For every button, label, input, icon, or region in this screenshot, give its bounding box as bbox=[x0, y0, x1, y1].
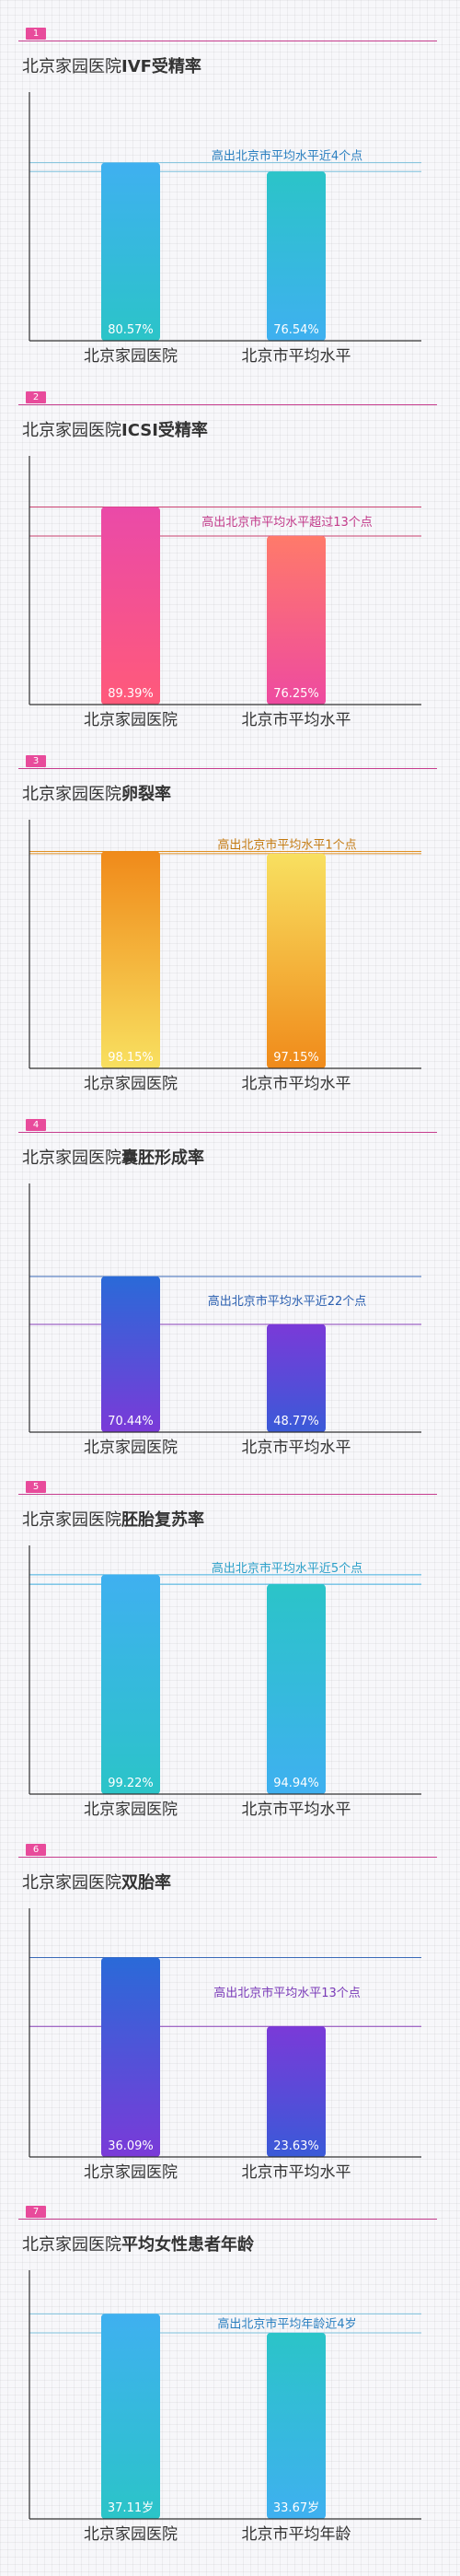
chart-title: 北京家园医院胚胎复苏率 bbox=[22, 1507, 204, 1531]
bar-2 bbox=[267, 2026, 326, 2157]
bar-value-label: 33.67岁 bbox=[273, 2501, 319, 2515]
section-number-badge: 2 bbox=[26, 391, 46, 403]
chart-title-metric: IVF受精率 bbox=[121, 57, 201, 76]
section-number-badge: 4 bbox=[26, 1119, 46, 1131]
bar-value-label: 37.11岁 bbox=[108, 2501, 154, 2515]
category-label: 北京市平均水平 bbox=[242, 347, 351, 366]
difference-annotation: 高出北京市平均水平超过13个点 bbox=[201, 515, 373, 530]
category-label: 北京市平均年龄 bbox=[242, 2525, 351, 2544]
category-label: 北京家园医院 bbox=[84, 711, 178, 729]
bar-chart: 98.15% 北京家园医院 97.15% 北京市平均水平 高出北京市平均水平1个点 bbox=[29, 820, 421, 1093]
chart-section-1: 1 北京家园医院IVF受精率 80.57% 北京家园医院 76.54% 北京市平均水平 高出… bbox=[0, 28, 460, 387]
bar-1 bbox=[101, 1957, 160, 2157]
chart-title-metric: 胚胎复苏率 bbox=[121, 1510, 204, 1530]
chart-title-prefix: 北京家园医院 bbox=[22, 1873, 121, 1893]
bar-1 bbox=[101, 2314, 160, 2519]
chart-title-prefix: 北京家园医院 bbox=[22, 421, 121, 440]
chart-title: 北京家园医院IVF受精率 bbox=[22, 53, 201, 77]
bar-value-label: 48.77% bbox=[273, 1415, 319, 1428]
bar-chart: 70.44% 北京家园医院 48.77% 北京市平均水平 高出北京市平均水平近22个点 bbox=[29, 1183, 421, 1457]
bar-2 bbox=[267, 2332, 326, 2519]
bar-value-label: 36.09% bbox=[108, 2139, 154, 2153]
section-divider bbox=[18, 404, 437, 405]
bar-value-label: 98.15% bbox=[108, 1051, 154, 1065]
category-label: 北京家园医院 bbox=[84, 1075, 178, 1093]
category-label: 北京市平均水平 bbox=[242, 1801, 351, 1819]
bar-1 bbox=[101, 1574, 160, 1794]
section-number-badge: 1 bbox=[26, 28, 46, 40]
difference-annotation: 高出北京市平均年龄近4岁 bbox=[217, 2317, 356, 2332]
bar-value-label: 89.39% bbox=[108, 687, 154, 701]
chart-title: 北京家园医院双胎率 bbox=[22, 1870, 171, 1894]
chart-title-prefix: 北京家园医院 bbox=[22, 1510, 121, 1530]
chart-title-prefix: 北京家园医院 bbox=[22, 57, 121, 76]
section-divider bbox=[18, 1857, 437, 1858]
category-label: 北京家园医院 bbox=[84, 2525, 178, 2544]
chart-title-metric: 卵裂率 bbox=[121, 785, 171, 804]
category-label: 北京家园医院 bbox=[84, 2163, 178, 2182]
chart-title: 北京家园医院囊胚形成率 bbox=[22, 1145, 204, 1169]
chart-title-metric: 囊胚形成率 bbox=[121, 1148, 204, 1168]
bar-value-label: 76.25% bbox=[273, 687, 319, 701]
chart-section-2: 2 北京家园医院ICSI受精率 89.39% 北京家园医院 76.25% 北京市平均水平高… bbox=[0, 391, 460, 751]
chart-title: 北京家园医院ICSI受精率 bbox=[22, 417, 208, 441]
category-label: 北京家园医院 bbox=[84, 1801, 178, 1819]
category-label: 北京市平均水平 bbox=[242, 1439, 351, 1457]
category-label: 北京家园医院 bbox=[84, 1439, 178, 1457]
chart-title: 北京家园医院平均女性患者年龄 bbox=[22, 2232, 254, 2255]
category-label: 北京市平均水平 bbox=[242, 1075, 351, 1093]
chart-title-prefix: 北京家园医院 bbox=[22, 785, 121, 804]
bar-chart: 80.57% 北京家园医院 76.54% 北京市平均水平 高出北京市平均水平近4个点 bbox=[29, 92, 421, 366]
bar-1 bbox=[101, 507, 160, 705]
bar-chart: 36.09% 北京家园医院 23.63% 北京市平均水平 高出北京市平均水平13个点 bbox=[29, 1908, 421, 2182]
chart-title: 北京家园医院卵裂率 bbox=[22, 781, 171, 805]
bar-1 bbox=[101, 162, 160, 341]
section-divider bbox=[18, 2219, 437, 2220]
bar-value-label: 97.15% bbox=[273, 1051, 319, 1065]
chart-title-metric: 双胎率 bbox=[121, 1873, 171, 1893]
section-number-badge: 3 bbox=[26, 755, 46, 767]
section-number-badge: 7 bbox=[26, 2206, 46, 2218]
bar-2 bbox=[267, 853, 326, 1068]
chart-section-3: 3 北京家园医院卵裂率 98.15% 北京家园医院 97.15% 北京市平均水平 高出北京市… bbox=[0, 755, 460, 1114]
category-label: 北京市平均水平 bbox=[242, 2163, 351, 2182]
bar-value-label: 70.44% bbox=[108, 1415, 154, 1428]
bar-2 bbox=[267, 1584, 326, 1794]
chart-section-6: 6 北京家园医院双胎率 36.09% 北京家园医院 23.63% 北京市平均水平 高出北京市… bbox=[0, 1844, 460, 2203]
bar-value-label: 80.57% bbox=[108, 323, 154, 337]
chart-section-4: 4 北京家园医院囊胚形成率 70.44% 北京家园医院 48.77% 北京市平均水平 高出北… bbox=[0, 1119, 460, 1478]
bar-chart: 89.39% 北京家园医院 76.25% 北京市平均水平 高出北京市平均水平超过13个点 bbox=[29, 456, 421, 729]
bar-value-label: 99.22% bbox=[108, 1777, 154, 1790]
difference-annotation: 高出北京市平均水平近5个点 bbox=[212, 1561, 362, 1576]
category-label: 北京家园医院 bbox=[84, 347, 178, 366]
chart-title-prefix: 北京家园医院 bbox=[22, 1148, 121, 1168]
bar-2 bbox=[267, 1323, 326, 1432]
bar-2 bbox=[267, 171, 326, 341]
bar-chart: 99.22% 北京家园医院 94.94% 北京市平均水平 高出北京市平均水平近5个点 bbox=[29, 1545, 421, 1819]
bar-value-label: 76.54% bbox=[273, 323, 319, 337]
section-number-badge: 5 bbox=[26, 1481, 46, 1493]
difference-annotation: 高出北京市平均水平1个点 bbox=[217, 837, 356, 852]
chart-section-7: 7 北京家园医院平均女性患者年龄 37.11岁 北京家园医院 33.67岁 北京市平均年龄… bbox=[0, 2206, 460, 2565]
bar-1 bbox=[101, 1276, 160, 1432]
section-number-badge: 6 bbox=[26, 1844, 46, 1856]
bar-value-label: 23.63% bbox=[273, 2139, 319, 2153]
chart-title-metric: 平均女性患者年龄 bbox=[121, 2235, 254, 2255]
difference-annotation: 高出北京市平均水平13个点 bbox=[213, 1986, 361, 2000]
category-label: 北京市平均水平 bbox=[242, 711, 351, 729]
section-divider bbox=[18, 1494, 437, 1495]
bar-2 bbox=[267, 536, 326, 705]
bar-1 bbox=[101, 851, 160, 1068]
chart-section-5: 5 北京家园医院胚胎复苏率 99.22% 北京家园医院 94.94% 北京市平均水平 高出北… bbox=[0, 1481, 460, 1840]
difference-annotation: 高出北京市平均水平近22个点 bbox=[208, 1294, 367, 1309]
chart-title-metric: ICSI受精率 bbox=[121, 421, 208, 440]
section-divider bbox=[18, 1132, 437, 1133]
difference-annotation: 高出北京市平均水平近4个点 bbox=[212, 149, 362, 164]
chart-title-prefix: 北京家园医院 bbox=[22, 2235, 121, 2255]
section-divider bbox=[18, 768, 437, 769]
bar-value-label: 94.94% bbox=[273, 1777, 319, 1790]
